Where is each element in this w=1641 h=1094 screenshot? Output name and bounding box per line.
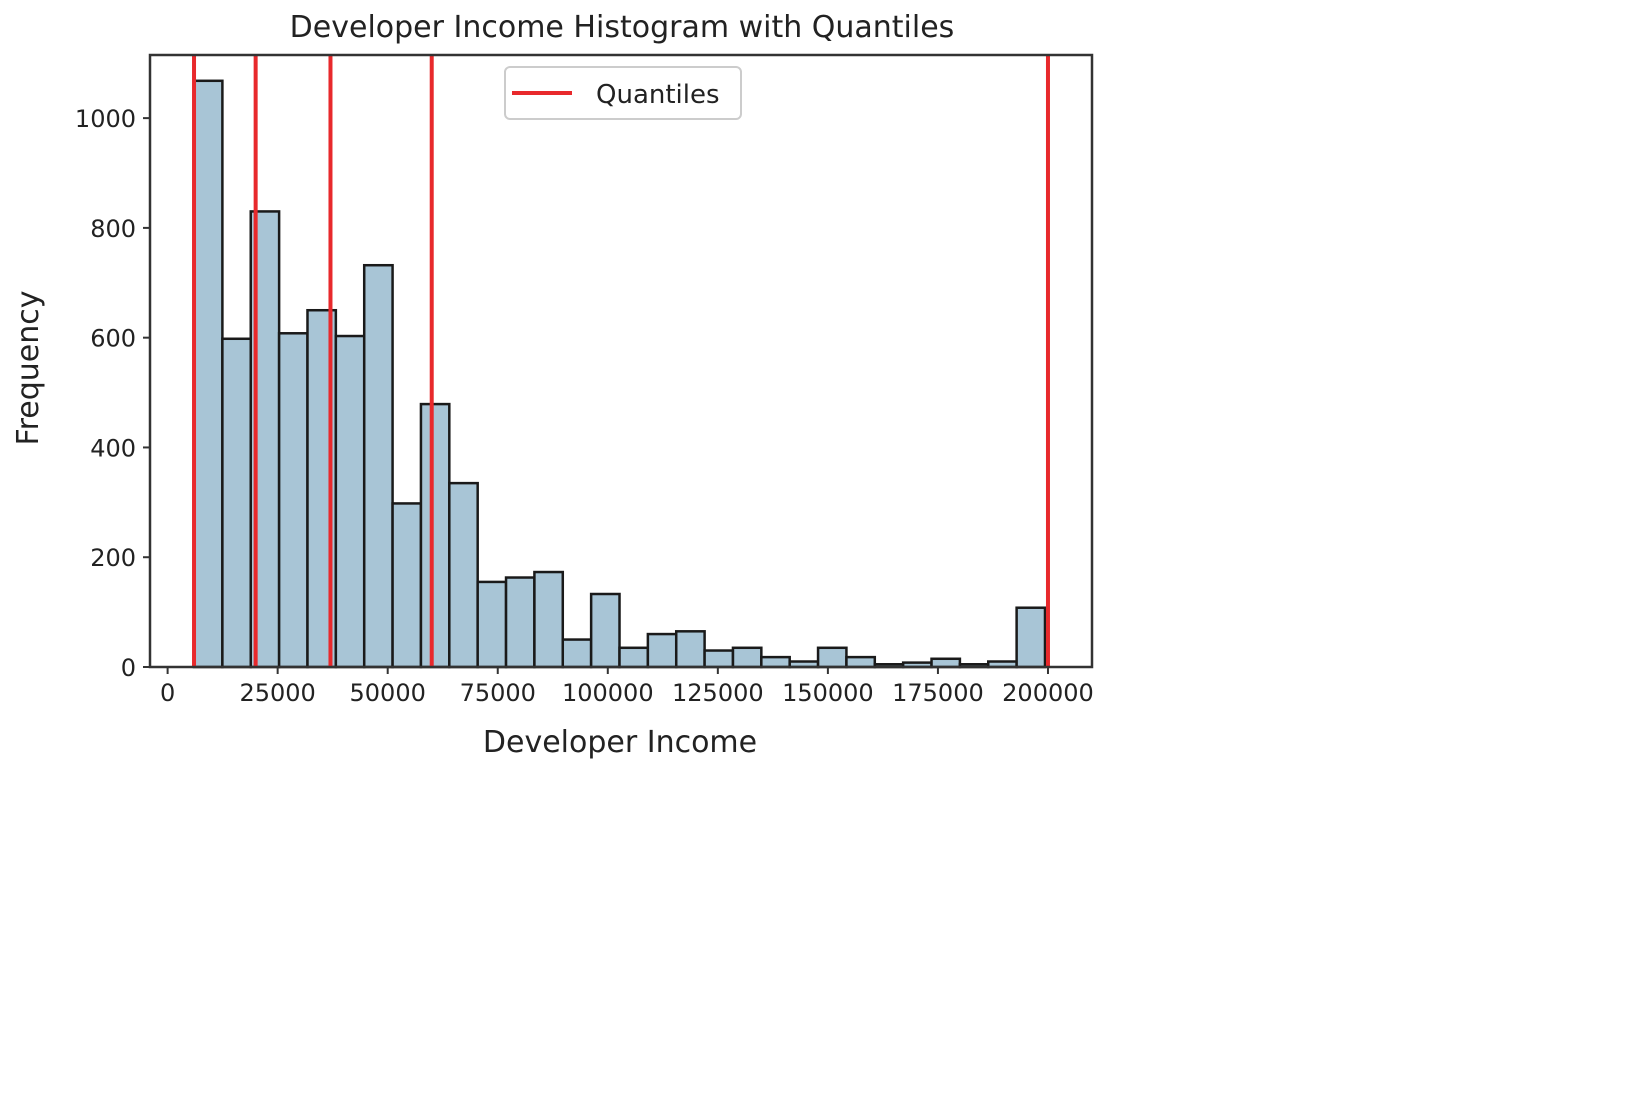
legend-label: Quantiles (596, 80, 720, 110)
histogram-bar (589, 592, 621, 669)
y-axis-label: Frequency (11, 291, 46, 446)
x-axis-ticks: 0 25000 50000 75000 100000 125000 150000 175000… (160, 667, 1094, 707)
histogram-bar (760, 655, 791, 669)
x-tick-label: 75000 (460, 679, 536, 707)
histogram-bar (277, 332, 309, 669)
histogram-bar (674, 630, 706, 669)
histogram-bar (816, 646, 848, 669)
histogram-bar (703, 649, 735, 669)
histogram-bar (334, 334, 366, 669)
x-tick-label: 100000 (562, 679, 654, 707)
x-tick-label: 125000 (672, 679, 764, 707)
x-axis-label: Developer Income (483, 725, 757, 760)
x-tick-label: 175000 (892, 679, 984, 707)
x-tick-label: 25000 (239, 679, 315, 707)
legend-box (504, 66, 742, 120)
histogram-bar (618, 646, 650, 669)
histogram-bar (221, 337, 253, 669)
y-axis-ticks: 0 200 400 600 800 1000 (75, 105, 150, 682)
histogram-bar (731, 646, 763, 669)
x-tick-label: 200000 (1002, 679, 1094, 707)
y-tick-label: 600 (90, 325, 136, 353)
plot-area: 0 25000 50000 75000 100000 125000 150000 175000… (75, 53, 1094, 707)
x-tick-label: 150000 (782, 679, 874, 707)
histogram-bar (646, 632, 678, 669)
histogram-bars (192, 79, 1047, 669)
histogram-bar (533, 570, 565, 669)
x-tick-label: 50000 (350, 679, 426, 707)
histogram-bar (561, 638, 593, 669)
y-tick-label: 200 (90, 544, 136, 572)
histogram-bar (192, 79, 224, 669)
histogram-bar (448, 481, 479, 669)
axes-frame (148, 53, 1094, 669)
histogram-bar (362, 263, 394, 669)
histogram-bar (391, 502, 423, 669)
histogram-bar (845, 655, 877, 669)
y-tick-label: 1000 (75, 105, 136, 133)
legend: Quantiles (504, 66, 742, 120)
y-tick-label: 400 (90, 434, 136, 462)
chart-title: Developer Income Histogram with Quantile… (290, 10, 955, 45)
histogram-bar (419, 402, 451, 669)
y-tick-label: 0 (121, 654, 136, 682)
y-tick-label: 800 (90, 215, 136, 243)
histogram-bar (1015, 606, 1047, 669)
quantile-lines (192, 55, 1050, 667)
histogram-bar (476, 580, 508, 669)
histogram-bar (504, 576, 536, 669)
x-tick-label: 0 (160, 679, 175, 707)
